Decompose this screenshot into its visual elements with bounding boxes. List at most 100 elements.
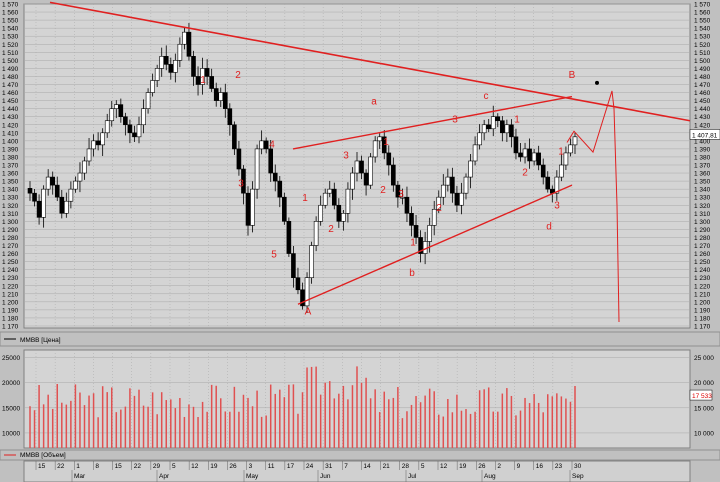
candle xyxy=(536,152,541,166)
candle xyxy=(32,192,37,202)
candle xyxy=(445,176,451,186)
candle xyxy=(113,104,119,109)
date-tick-label: 16 xyxy=(536,463,544,470)
price-tick-label-right: 1 550 xyxy=(694,18,711,25)
candle xyxy=(132,132,137,138)
candle xyxy=(27,188,33,194)
candles xyxy=(27,22,578,314)
candle xyxy=(277,180,283,198)
wave-label: 1 xyxy=(558,147,564,158)
candle xyxy=(282,196,287,222)
price-tick-label-left: 1 520 xyxy=(2,42,19,49)
price-tick-label-right: 1 240 xyxy=(694,267,711,274)
price-tick-label-left: 1 300 xyxy=(2,219,19,226)
price-legend-bar xyxy=(0,331,720,347)
price-tick-label-left: 1 350 xyxy=(2,179,19,186)
price-tick-label-right: 1 380 xyxy=(694,154,711,161)
candle xyxy=(354,160,360,174)
candle xyxy=(45,176,51,190)
candle xyxy=(245,192,251,226)
volume-legend-bar xyxy=(0,449,720,461)
candle xyxy=(145,92,151,109)
wave-label: 2 xyxy=(328,224,334,235)
price-tick-label-right: 1 540 xyxy=(694,26,711,33)
candle xyxy=(82,160,87,174)
candle xyxy=(109,108,115,122)
price-tick-label-right: 1 180 xyxy=(694,315,711,322)
cursor-dot xyxy=(595,80,599,85)
candle xyxy=(250,188,255,226)
date-tick-label: 19 xyxy=(210,463,218,470)
price-tick-label-right: 1 320 xyxy=(694,203,711,210)
candle xyxy=(377,136,383,142)
wave-label: 1 xyxy=(200,75,206,86)
price-tick-label-right: 1 470 xyxy=(694,82,711,89)
price-tick-label-right: 1 290 xyxy=(694,227,711,234)
long-downtrend-line xyxy=(49,1,691,122)
month-label: May xyxy=(246,473,259,480)
price-legend-label: MMBB [Цена] xyxy=(20,337,61,344)
price-tick-label-left: 1 500 xyxy=(2,58,19,65)
price-tick-label-right: 1 170 xyxy=(694,324,711,331)
candle xyxy=(500,120,505,134)
wave-label: 5 xyxy=(271,250,277,261)
candle xyxy=(440,184,446,198)
candle xyxy=(104,120,110,134)
candle xyxy=(295,277,301,291)
price-tick-label-right: 1 400 xyxy=(694,138,711,145)
price-tick-label-right: 1 310 xyxy=(694,211,711,218)
candle xyxy=(313,221,319,246)
candle xyxy=(41,188,46,218)
price-tick-label-right: 1 490 xyxy=(694,66,711,73)
candle xyxy=(481,124,487,134)
price-tick-label-right: 1 510 xyxy=(694,50,711,57)
month-label: Apr xyxy=(159,473,170,480)
candle xyxy=(300,289,305,307)
candle xyxy=(531,152,537,162)
candle xyxy=(95,140,101,146)
candle xyxy=(36,200,42,218)
candle xyxy=(54,184,60,198)
date-tick-label: 3 xyxy=(249,463,253,470)
candle xyxy=(554,176,560,194)
date-tick-label: 8 xyxy=(95,463,99,470)
date-tick-label: 1 xyxy=(76,463,80,470)
date-tick-label: 5 xyxy=(421,463,425,470)
price-tick-label-left: 1 400 xyxy=(2,138,19,145)
wave-label: 2 xyxy=(380,185,386,196)
candle xyxy=(418,237,423,254)
date-tick-label: 15 xyxy=(38,463,46,470)
price-tick-label-left: 1 390 xyxy=(2,146,19,153)
price-tick-label-left: 1 570 xyxy=(2,2,19,9)
date-tick-label: 23 xyxy=(555,463,563,470)
date-tick-label: 12 xyxy=(440,463,448,470)
date-axis xyxy=(23,460,691,482)
date-tick-label: 22 xyxy=(134,463,142,470)
candle xyxy=(286,221,292,254)
price-tick-label-left: 1 220 xyxy=(2,283,19,290)
projection-line xyxy=(566,90,620,322)
candle xyxy=(241,168,246,194)
candle xyxy=(381,136,387,154)
wave-label: 3 xyxy=(343,151,349,162)
price-tick-label-left: 1 430 xyxy=(2,114,19,121)
candle xyxy=(386,152,392,166)
price-tick-label-left: 1 550 xyxy=(2,18,19,25)
candle xyxy=(86,148,92,162)
candle xyxy=(118,104,124,117)
candle xyxy=(568,144,573,154)
candle xyxy=(191,56,196,77)
candle xyxy=(331,188,337,206)
candle xyxy=(254,148,260,190)
wave-label: d xyxy=(546,221,552,232)
candle xyxy=(427,225,432,242)
last-price-badge xyxy=(689,129,720,140)
candle xyxy=(318,204,323,222)
wave-label: 2 xyxy=(235,70,241,81)
upper-triangle-line xyxy=(292,95,573,150)
date-tick-label: 22 xyxy=(57,463,65,470)
candle xyxy=(168,64,174,73)
price-tick-label-left: 1 470 xyxy=(2,82,19,89)
price-tick-label-right: 1 420 xyxy=(694,122,711,129)
